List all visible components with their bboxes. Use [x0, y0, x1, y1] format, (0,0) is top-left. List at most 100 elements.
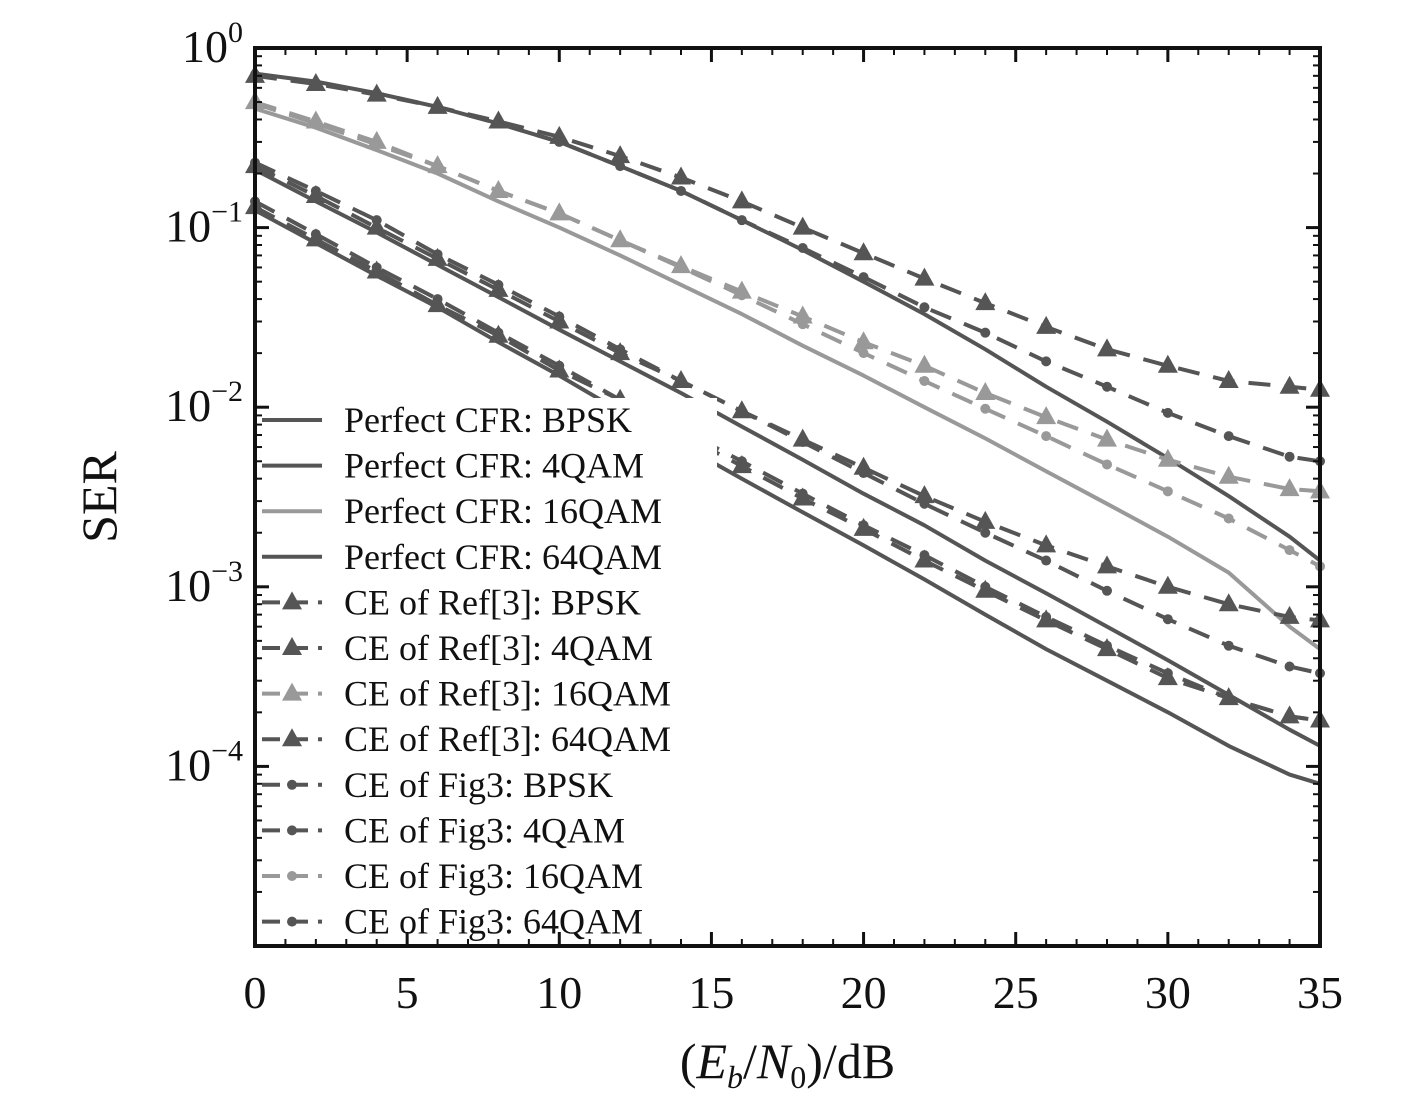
- x-tick-label: 35: [1297, 967, 1343, 1018]
- data-point: [371, 262, 382, 273]
- data-point: [310, 229, 321, 240]
- data-point: [858, 468, 869, 479]
- data-point: [858, 272, 869, 283]
- data-point: [1162, 407, 1173, 418]
- legend-label: CE of Ref[3]: 16QAM: [344, 674, 671, 714]
- legend-entry: CE of Ref[3]: 4QAM: [262, 628, 653, 668]
- legend-entry: Perfect CFR: 4QAM: [262, 446, 644, 486]
- data-point: [1041, 555, 1052, 566]
- data-point: [1157, 448, 1178, 467]
- data-point: [1041, 356, 1052, 367]
- data-point: [1279, 478, 1300, 497]
- data-point: [975, 381, 996, 400]
- data-point: [676, 262, 686, 273]
- data-point: [853, 242, 874, 261]
- data-point: [1041, 611, 1052, 622]
- data-point: [432, 249, 443, 260]
- data-point: [914, 485, 935, 504]
- series-3: [254, 106, 1322, 651]
- data-point: [736, 290, 747, 301]
- data-point: [731, 190, 752, 209]
- data-point: [980, 581, 991, 592]
- data-point: [493, 118, 504, 129]
- data-point: [1279, 375, 1300, 394]
- data-point: [1097, 338, 1117, 357]
- legend-swatch-marker: [282, 728, 302, 747]
- data-point: [792, 216, 813, 235]
- data-point: [980, 527, 991, 538]
- data-point: [1223, 693, 1234, 704]
- data-point: [797, 488, 808, 499]
- data-point: [554, 208, 565, 219]
- data-point: [554, 136, 565, 147]
- data-point: [1102, 459, 1112, 470]
- data-point: [975, 510, 996, 529]
- data-point: [1279, 605, 1300, 624]
- data-point: [853, 456, 874, 475]
- data-point: [1223, 431, 1234, 442]
- data-point: [858, 348, 869, 359]
- legend-label: Perfect CFR: 16QAM: [344, 491, 662, 531]
- data-point: [1036, 534, 1057, 553]
- data-point: [1036, 315, 1057, 334]
- data-point: [797, 437, 808, 448]
- data-point: [615, 235, 626, 246]
- data-point: [615, 161, 626, 172]
- data-point: [797, 319, 808, 330]
- y-tick-label: 10−4: [165, 734, 243, 790]
- legend-label: CE of Fig3: BPSK: [344, 765, 613, 805]
- plot-frame: [253, 46, 1322, 948]
- data-point: [980, 327, 991, 338]
- series-8: [245, 64, 1330, 397]
- y-tick-label: 100: [182, 16, 243, 72]
- series-11: [250, 98, 1325, 572]
- data-point: [671, 166, 691, 185]
- legend-entry: CE of Fig3: 16QAM: [262, 856, 643, 896]
- axes-frame: [253, 46, 1322, 948]
- data-point: [366, 216, 387, 235]
- data-point: [919, 375, 930, 386]
- legend-entry: CE of Fig3: BPSK: [262, 765, 613, 805]
- y-tick-label: 10−2: [165, 375, 243, 431]
- data-point: [736, 215, 747, 226]
- legend-entry: CE of Ref[3]: 64QAM: [262, 719, 671, 759]
- data-point: [432, 294, 443, 305]
- legend-swatch-marker: [287, 825, 297, 836]
- series-10: [250, 157, 1325, 679]
- data-point: [975, 292, 996, 311]
- data-point: [310, 185, 321, 196]
- data-point: [1284, 451, 1295, 462]
- x-tick-label: 10: [536, 967, 582, 1018]
- data-point: [914, 267, 935, 286]
- data-point: [1097, 428, 1117, 447]
- data-point: [919, 302, 930, 313]
- data-point: [919, 498, 930, 509]
- data-point: [1041, 431, 1052, 442]
- data-point: [432, 101, 443, 112]
- data-point: [432, 161, 443, 172]
- axes-labels: (Eb/N0)/dB SER: [71, 451, 895, 1095]
- data-point: [554, 311, 565, 322]
- data-point: [1284, 661, 1295, 672]
- data-point: [1218, 465, 1239, 484]
- data-point: [610, 145, 631, 164]
- legend-swatch-marker: [282, 682, 302, 701]
- data-point: [1102, 640, 1112, 651]
- series-12: [250, 69, 1325, 467]
- legend-label: CE of Fig3: 4QAM: [344, 810, 625, 850]
- x-tick-label: 20: [841, 967, 887, 1018]
- data-point: [1162, 614, 1173, 625]
- data-point: [1223, 513, 1234, 524]
- legend-entry: Perfect CFR: 16QAM: [262, 491, 662, 531]
- data-point: [792, 305, 813, 324]
- data-point: [853, 331, 874, 350]
- x-axis-label: (Eb/N0)/dB: [680, 1033, 895, 1095]
- data-point: [493, 185, 504, 196]
- legend-label: CE of Fig3: 16QAM: [344, 856, 643, 896]
- y-tick-label: 10−3: [165, 555, 243, 611]
- legend-background: [257, 398, 717, 946]
- data-point: [1102, 585, 1112, 596]
- data-point: [1157, 354, 1178, 373]
